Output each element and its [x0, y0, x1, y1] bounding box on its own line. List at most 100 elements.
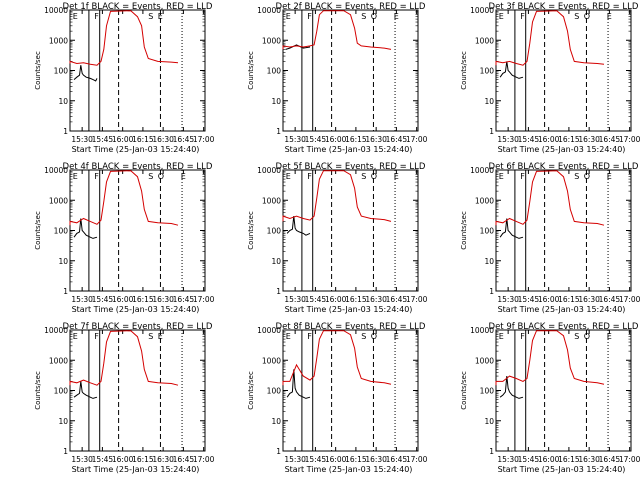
- time-marker-label: F: [94, 172, 99, 181]
- x-axis-label: Start Time (25-Jan-03 15:24:40): [72, 465, 200, 474]
- chart-panel: Det 1f BLACK = Events, RED = LLD 1 10 100 10…: [34, 2, 215, 154]
- time-marker-label: E: [499, 12, 504, 21]
- time-marker-label: E: [286, 332, 291, 341]
- x-tick-label: 15:45: [305, 455, 327, 464]
- y-tick-label: 100: [54, 387, 69, 396]
- x-tick-label: 15:30: [497, 455, 519, 464]
- events-series-line: [286, 369, 311, 399]
- chart-title: Det 3f BLACK = Events, RED = LLD: [489, 2, 639, 12]
- x-tick-label: 16:30: [578, 455, 600, 464]
- time-marker-label: E: [394, 12, 399, 21]
- time-marker-label: E: [158, 12, 163, 21]
- x-tick-label: 17:00: [619, 295, 640, 304]
- x-tick-label: 16:45: [599, 135, 621, 144]
- y-tick-label: 100: [480, 387, 495, 396]
- y-tick-label: 10000: [470, 326, 494, 335]
- chart-panel: Det 2f BLACK = Events, RED = LLD 1 10 100 10…: [247, 2, 428, 154]
- y-axis-label: Counts/sec: [247, 51, 255, 90]
- x-tick-label: 16:15: [345, 135, 367, 144]
- y-tick-label: 1000: [475, 356, 494, 365]
- x-axis-label: Start Time (25-Jan-03 15:24:40): [498, 305, 626, 314]
- y-tick-label: 1: [63, 127, 68, 136]
- time-marker-label: S: [361, 332, 366, 341]
- x-tick-label: 17:00: [406, 295, 428, 304]
- y-tick-label: 1000: [475, 36, 494, 45]
- x-tick-label: 15:45: [305, 295, 327, 304]
- lld-series-line: [69, 10, 179, 66]
- events-series-line: [499, 376, 524, 399]
- y-tick-label: 100: [54, 67, 69, 76]
- y-tick-label: 10: [484, 97, 494, 106]
- x-tick-label: 15:45: [92, 295, 114, 304]
- time-marker-label: E: [607, 12, 612, 21]
- x-tick-label: 15:30: [71, 455, 93, 464]
- chart-title: Det 2f BLACK = Events, RED = LLD: [276, 2, 426, 12]
- time-marker-label: F: [307, 172, 312, 181]
- x-tick-label: 16:00: [538, 295, 560, 304]
- x-tick-label: 17:00: [193, 455, 215, 464]
- chart-title: Det 9f BLACK = Events, RED = LLD: [489, 322, 639, 332]
- x-tick-label: 15:30: [284, 455, 306, 464]
- y-tick-label: 10000: [257, 166, 281, 175]
- time-marker-label: S: [361, 172, 366, 181]
- x-tick-label: 16:45: [173, 455, 195, 464]
- y-tick-label: 1000: [49, 196, 68, 205]
- time-marker-label: F: [520, 12, 525, 21]
- x-axis-label: Start Time (25-Jan-03 15:24:40): [498, 465, 626, 474]
- x-tick-label: 16:00: [325, 295, 347, 304]
- y-tick-label: 1000: [262, 356, 281, 365]
- x-tick-label: 16:30: [578, 295, 600, 304]
- x-tick-label: 16:30: [152, 455, 174, 464]
- y-tick-label: 1: [276, 127, 281, 136]
- chart-panel: Det 5f BLACK = Events, RED = LLD 1 10 100 10…: [247, 162, 428, 314]
- plot-frame: [282, 169, 419, 292]
- time-marker-label: E: [73, 172, 78, 181]
- x-tick-label: 17:00: [406, 135, 428, 144]
- y-tick-label: 1: [489, 127, 494, 136]
- time-marker-label: E: [607, 332, 612, 341]
- y-tick-label: 10: [58, 417, 68, 426]
- time-marker-label: E: [499, 332, 504, 341]
- y-tick-label: 1: [276, 447, 281, 456]
- chart-title: Det 5f BLACK = Events, RED = LLD: [276, 162, 426, 172]
- x-tick-label: 16:15: [558, 455, 580, 464]
- time-marker-label: S: [574, 332, 579, 341]
- y-tick-label: 100: [480, 227, 495, 236]
- time-marker-label: E: [499, 172, 504, 181]
- y-tick-label: 1: [63, 287, 68, 296]
- y-tick-label: 10000: [44, 326, 68, 335]
- x-tick-label: 16:15: [558, 135, 580, 144]
- plot-frame: [69, 329, 206, 452]
- y-axis-label: Counts/sec: [34, 211, 42, 250]
- x-tick-label: 16:00: [325, 135, 347, 144]
- y-tick-label: 100: [267, 67, 282, 76]
- chart-panel: Det 8f BLACK = Events, RED = LLD 1 10 100 10…: [247, 322, 428, 474]
- y-axis-label: Counts/sec: [34, 51, 42, 90]
- plot-frame: [69, 169, 206, 292]
- y-axis-label: Counts/sec: [460, 51, 468, 90]
- x-tick-label: 16:15: [345, 295, 367, 304]
- y-tick-label: 100: [267, 227, 282, 236]
- x-tick-label: 16:00: [538, 455, 560, 464]
- time-marker-label: S: [574, 172, 579, 181]
- events-series-line: [73, 381, 98, 399]
- x-axis-label: Start Time (25-Jan-03 15:24:40): [285, 465, 413, 474]
- lld-series-line: [69, 330, 179, 386]
- y-tick-label: 1: [489, 287, 494, 296]
- y-tick-label: 100: [54, 227, 69, 236]
- time-marker-label: F: [94, 332, 99, 341]
- time-marker-label: O: [371, 332, 377, 341]
- time-marker-label: S: [361, 12, 366, 21]
- y-tick-label: 1: [489, 447, 494, 456]
- y-tick-label: 10: [271, 257, 281, 266]
- y-tick-label: 10: [58, 97, 68, 106]
- y-tick-label: 10: [484, 257, 494, 266]
- y-tick-label: 1000: [262, 36, 281, 45]
- chart-panel: Det 6f BLACK = Events, RED = LLD 1 10 100 10…: [460, 162, 640, 314]
- x-tick-label: 16:30: [152, 135, 174, 144]
- time-marker-label: E: [394, 172, 399, 181]
- x-tick-label: 15:45: [518, 455, 540, 464]
- x-tick-label: 16:00: [112, 295, 134, 304]
- x-tick-label: 16:15: [345, 455, 367, 464]
